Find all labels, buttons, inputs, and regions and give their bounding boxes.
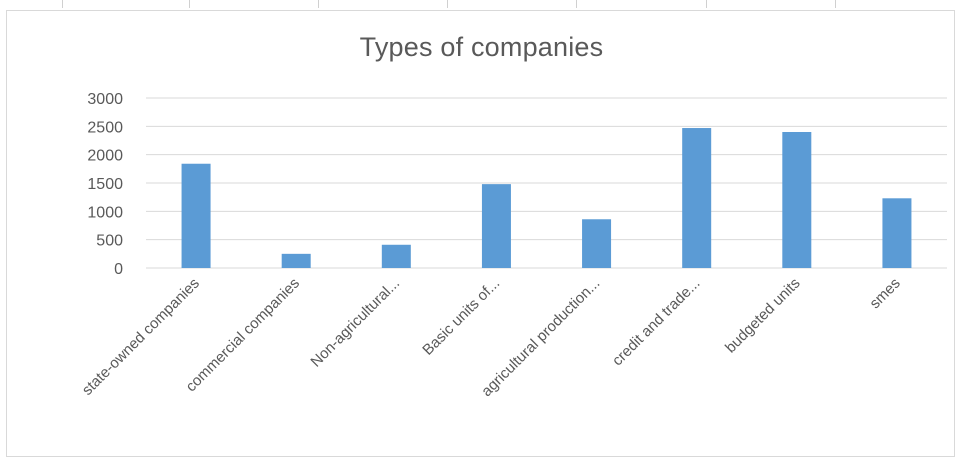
gridlines [146, 97, 947, 269]
bar[interactable] [181, 163, 211, 268]
bar[interactable] [782, 132, 812, 268]
x-tick-label: smes [866, 275, 903, 312]
ruler-tick [318, 0, 319, 8]
x-tick-label: Basic units of... [419, 275, 503, 359]
ruler-tick [576, 0, 577, 8]
x-tick-label: Non-agricultural... [307, 275, 403, 371]
chart-title: Types of companies [359, 32, 604, 62]
ruler-tick [835, 0, 836, 8]
y-axis-tick-labels: 0 500 1000 1500 2000 2500 3000 [87, 91, 123, 278]
bar[interactable] [582, 219, 612, 268]
ruler-tick [62, 0, 63, 8]
y-tick-label: 2000 [87, 148, 123, 165]
y-tick-label: 500 [96, 233, 123, 250]
x-tick-label: agricultural production... [478, 275, 603, 400]
ruler-tick [447, 0, 448, 8]
top-ruler [0, 0, 963, 10]
y-tick-label: 2500 [87, 119, 123, 136]
bar[interactable] [882, 198, 912, 268]
ruler-tick [706, 0, 707, 8]
bar[interactable] [682, 128, 712, 268]
y-tick-label: 0 [114, 261, 123, 278]
ruler-tick [189, 0, 190, 8]
y-tick-label: 3000 [87, 91, 123, 108]
bar[interactable] [381, 244, 411, 268]
y-tick-label: 1000 [87, 204, 123, 221]
x-tick-label: budgeted units [722, 275, 804, 357]
x-tick-label: commercial companies [183, 275, 303, 395]
bar[interactable] [481, 184, 511, 268]
x-tick-label: credit and trade... [609, 275, 704, 370]
bars [181, 128, 912, 268]
bar[interactable] [281, 253, 311, 268]
y-tick-label: 1500 [87, 176, 123, 193]
